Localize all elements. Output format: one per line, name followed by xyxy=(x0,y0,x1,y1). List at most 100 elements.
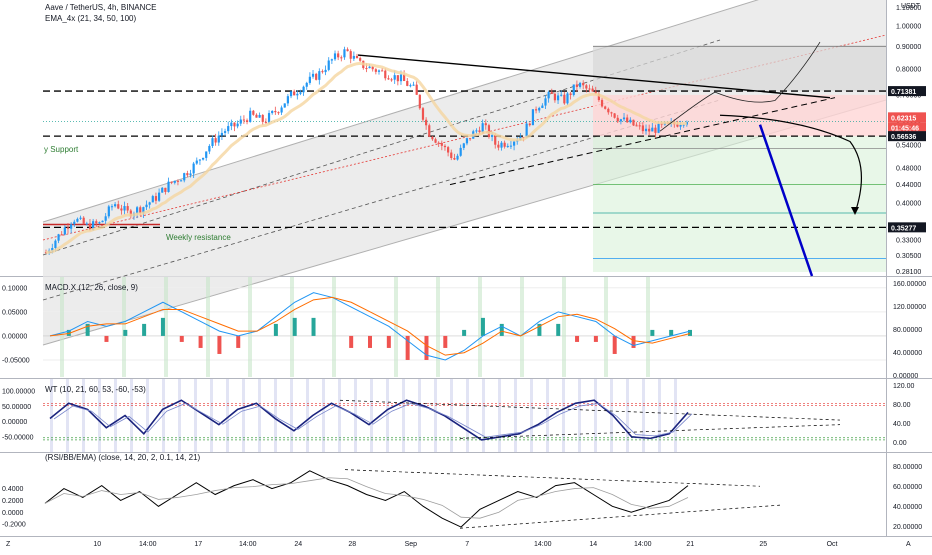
candle-body xyxy=(101,220,104,223)
price-axis-label: 0.40000 xyxy=(896,201,921,208)
macd-histogram-bar xyxy=(386,335,391,348)
macd-histogram-bar xyxy=(66,329,71,336)
candle-body xyxy=(456,155,459,160)
candle-body xyxy=(192,163,195,174)
candle-body xyxy=(560,94,563,96)
candle-body xyxy=(626,117,629,123)
candle-body xyxy=(409,85,412,87)
candle-body xyxy=(396,75,399,82)
time-axis-label: 24 xyxy=(294,541,302,548)
macd-histogram-bar xyxy=(537,323,542,336)
candle-body xyxy=(651,127,654,132)
price-label-box xyxy=(888,112,926,123)
symbol-legend[interactable]: Aave / TetherUS, 4h, BINANCE xyxy=(45,3,160,12)
candle-body xyxy=(242,119,246,121)
candle-body xyxy=(176,180,180,182)
wt-left-axis-label: 0.00000 xyxy=(2,419,27,426)
candle-body xyxy=(346,49,349,52)
candle-body xyxy=(324,69,327,73)
macd-right-axis-label: 40.00000 xyxy=(893,350,922,357)
candle-body xyxy=(478,130,481,133)
candle-body xyxy=(154,196,158,201)
wt-right-axis-label: 0.00 xyxy=(893,440,907,447)
time-axis-label: 10 xyxy=(93,541,101,548)
candle-body xyxy=(541,105,544,108)
candle-body xyxy=(374,69,377,72)
macd-highlight-bar xyxy=(394,277,398,377)
candle-body xyxy=(503,142,506,147)
candle-body xyxy=(490,135,494,137)
candle-body xyxy=(450,152,453,159)
candle-body xyxy=(575,84,579,87)
candle-body xyxy=(459,147,462,156)
wt-highlight-bar xyxy=(482,379,485,452)
wt-highlight-bar xyxy=(642,379,645,452)
candle-body xyxy=(349,51,352,59)
candle-body xyxy=(415,84,418,95)
wt-line xyxy=(49,399,689,441)
wt-highlight-bar xyxy=(514,379,517,452)
candle-body xyxy=(437,142,440,144)
candle-body xyxy=(462,143,465,148)
candle-body xyxy=(494,135,497,145)
wt-highlight-bar xyxy=(530,379,533,452)
candle-body xyxy=(126,206,129,211)
wt-trendline-upper xyxy=(339,399,841,421)
ema-legend[interactable]: EMA_4x (21, 34, 50, 100) xyxy=(45,14,140,23)
projection-arrowhead xyxy=(851,206,859,215)
macd-histogram-bar xyxy=(179,335,184,342)
macd-histogram-bar xyxy=(593,335,598,342)
candle-body xyxy=(170,181,173,183)
candle-body xyxy=(148,202,151,205)
macd-right-axis-label: 80.00000 xyxy=(893,327,922,334)
candle-body xyxy=(293,91,296,96)
wt-highlight-bar xyxy=(466,379,469,452)
time-axis-label: 14:00 xyxy=(139,541,157,548)
candle-body xyxy=(142,207,145,214)
macd-histogram-bar xyxy=(160,317,165,336)
candle-body xyxy=(129,210,132,217)
macd-highlight-bar xyxy=(646,277,650,377)
signal-line xyxy=(49,296,691,356)
price-axis-label: 0.33000 xyxy=(896,238,921,245)
candle-body xyxy=(333,53,337,60)
candle-body xyxy=(44,252,48,254)
wt-highlight-bar xyxy=(306,379,309,452)
candle-body xyxy=(145,204,148,208)
wt-legend[interactable]: WT (10, 21, 60, 53, -60, -53) xyxy=(45,385,150,394)
candle-body xyxy=(619,119,622,122)
candle-body xyxy=(161,187,164,193)
candle-body xyxy=(107,206,110,217)
candle-body xyxy=(104,216,107,221)
time-axis-label: 28 xyxy=(348,541,356,548)
candle-body xyxy=(305,82,308,87)
price-label-value: 0.62315 xyxy=(891,115,916,122)
rsi-legend[interactable]: (RSI/BB/EMA) (close, 14, 20, 2, 0.1, 14,… xyxy=(45,453,204,462)
price-axis-label: 0.28100 xyxy=(896,269,921,276)
candle-body xyxy=(641,125,644,132)
candle-body xyxy=(572,84,575,95)
wt-highlight-bar xyxy=(242,379,245,452)
candle-body xyxy=(214,138,217,143)
candle-body xyxy=(123,206,126,211)
candle-body xyxy=(195,160,198,164)
bearish-projection xyxy=(719,114,863,214)
rsi-right-axis-label: 40.00000 xyxy=(893,504,922,511)
rsi-right-axis-label: 80.00000 xyxy=(893,464,922,471)
price-label-value: 01:45:46 xyxy=(891,125,919,132)
time-axis-label: 14:00 xyxy=(239,541,257,548)
candle-body xyxy=(258,114,261,118)
macd-highlight-bar xyxy=(436,277,440,377)
candle-body xyxy=(236,123,239,127)
candle-body xyxy=(425,119,428,126)
candle-body xyxy=(271,110,274,114)
time-axis-label: 14 xyxy=(589,541,597,548)
candle-body xyxy=(136,207,139,214)
candle-body xyxy=(179,180,183,182)
macd-histogram-bar xyxy=(405,335,410,360)
macd-legend[interactable]: MACD.X (12, 26, close, 9) xyxy=(45,283,142,292)
candle-body xyxy=(506,145,509,147)
macd-highlight-bar xyxy=(478,277,482,377)
